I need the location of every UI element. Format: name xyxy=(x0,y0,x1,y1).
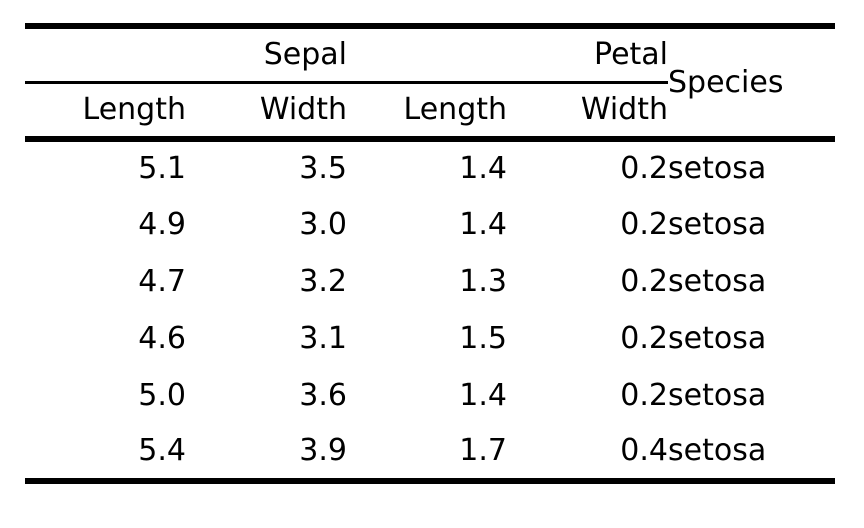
table-row: 4.6 3.1 1.5 0.2 setosa xyxy=(25,310,835,367)
cell-petal-width: 0.2 xyxy=(620,377,669,413)
cell-sepal-length: 4.9 xyxy=(138,206,186,242)
iris-data-table: Sepal Petal Species Length Width Length … xyxy=(25,23,836,484)
cell-species: setosa xyxy=(668,377,767,413)
column-header-sepal-length: Length xyxy=(25,82,186,142)
cell-sepal-width: 3.1 xyxy=(299,320,348,356)
spanner-petal: Petal xyxy=(347,23,669,84)
column-header-sepal-width: Width xyxy=(186,82,348,142)
subheader-row: Length Width Length Width xyxy=(25,82,835,142)
cell-petal-width: 0.2 xyxy=(620,206,669,242)
cell-petal-length: 1.4 xyxy=(459,206,508,242)
table-row: 4.9 3.0 1.4 0.2 setosa xyxy=(25,196,835,253)
cell-sepal-length: 4.6 xyxy=(138,320,186,356)
cell-petal-width: 0.2 xyxy=(620,263,669,299)
table-row: 5.0 3.6 1.4 0.2 setosa xyxy=(25,367,835,424)
column-header-petal-length: Length xyxy=(347,82,508,142)
cell-sepal-width: 3.5 xyxy=(299,151,348,186)
cell-petal-width: 0.2 xyxy=(620,320,669,356)
cell-sepal-length: 4.7 xyxy=(138,263,186,299)
spanner-header-row: Sepal Petal Species xyxy=(25,23,836,142)
cell-sepal-length: 5.1 xyxy=(138,151,186,186)
cell-petal-length: 1.3 xyxy=(459,263,508,299)
cell-sepal-width: 3.9 xyxy=(186,424,348,484)
cell-species: setosa xyxy=(668,320,767,356)
cell-petal-length: 1.7 xyxy=(347,424,508,484)
cell-petal-length: 1.4 xyxy=(459,151,508,186)
cell-petal-length: 1.5 xyxy=(459,320,508,356)
cell-species: setosa xyxy=(668,206,767,242)
table-row: 5.4 3.9 1.7 0.4 setosa xyxy=(25,424,836,484)
cell-sepal-length: 5.4 xyxy=(25,424,186,484)
cell-sepal-width: 3.6 xyxy=(299,377,348,413)
column-header-petal-width: Width xyxy=(507,82,669,142)
cell-petal-length: 1.4 xyxy=(459,377,508,413)
table-row: 5.1 3.5 1.4 0.2 setosa xyxy=(25,139,835,196)
table-row: 4.7 3.2 1.3 0.2 setosa xyxy=(25,253,835,310)
column-header-species: Species xyxy=(668,23,836,142)
cell-sepal-width: 3.2 xyxy=(299,263,348,299)
spanner-sepal: Sepal xyxy=(25,23,348,84)
cell-sepal-length: 5.0 xyxy=(138,377,186,413)
cell-species: setosa xyxy=(668,424,836,484)
cell-sepal-width: 3.0 xyxy=(299,206,348,242)
cell-petal-width: 0.4 xyxy=(507,424,669,484)
cell-species: setosa xyxy=(668,151,767,186)
cell-species: setosa xyxy=(668,263,767,299)
cell-petal-width: 0.2 xyxy=(620,151,669,186)
